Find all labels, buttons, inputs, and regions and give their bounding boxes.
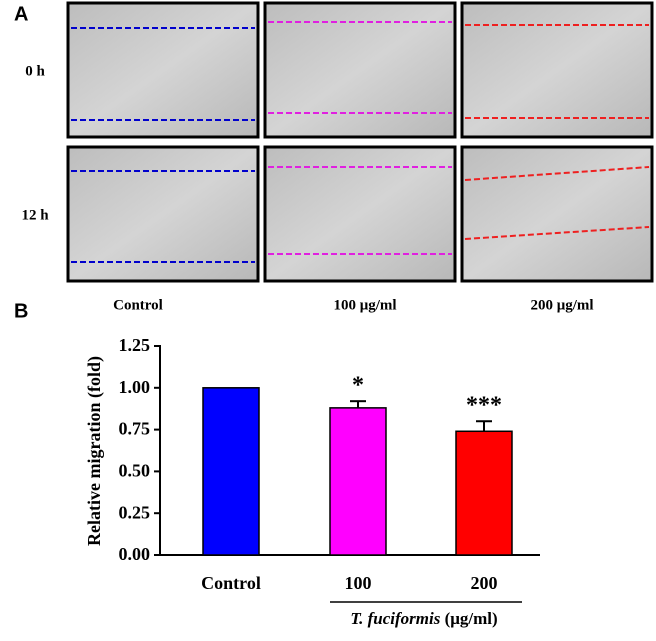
x-axis-label-unit: (μg/ml)	[445, 609, 498, 628]
x-tick-label: 100	[345, 573, 372, 593]
row-label: 0 h	[25, 63, 45, 79]
x-tick-label: 200	[471, 573, 498, 593]
micrograph	[263, 145, 457, 283]
wound-edge	[464, 226, 650, 240]
significance: *	[352, 373, 364, 399]
y-tick-label: 0.25	[119, 502, 151, 522]
row-label: 12 h	[21, 207, 49, 223]
error-bar	[350, 400, 366, 408]
significance: ***	[466, 393, 502, 419]
bar	[329, 407, 387, 556]
panel-label: A	[14, 3, 28, 25]
x-axis-label-italic: T. fuciformis	[350, 609, 440, 628]
micrograph	[66, 145, 260, 283]
y-tick-label: 0.75	[119, 419, 151, 439]
y-tick-label: 1.25	[119, 335, 151, 355]
micrograph	[460, 145, 654, 283]
error-bar	[476, 420, 492, 432]
y-tick-label: 1.00	[119, 377, 151, 397]
x-axis-label: T. fuciformis (μg/ml)	[350, 609, 497, 628]
column-label: 100 μg/ml	[333, 297, 396, 313]
x-tick-label: Control	[201, 573, 261, 593]
wound-edge	[464, 166, 650, 181]
micrograph	[460, 1, 654, 139]
bar	[455, 430, 513, 556]
y-tick-label: 0.50	[119, 461, 151, 481]
panel-label: B	[14, 300, 28, 322]
y-axis-label: Relative migration (fold)	[84, 356, 105, 546]
micrograph	[66, 1, 260, 139]
column-label: 200 μg/ml	[530, 297, 593, 313]
y-tick-label: 0.00	[119, 544, 151, 564]
micrograph	[263, 1, 457, 139]
column-label: Control	[113, 297, 163, 313]
bar	[202, 387, 260, 556]
